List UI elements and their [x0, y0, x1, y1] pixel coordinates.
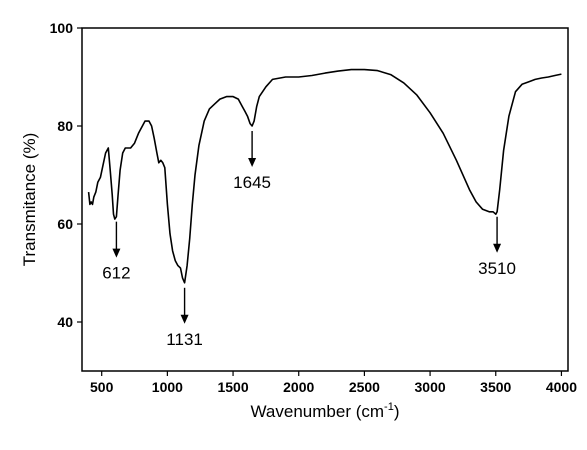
ticks-layer: 500 1000 1500 2000 2500 3000 3500 4000 40 60 80 100 — [50, 20, 578, 395]
x-tick-label: 2500 — [349, 379, 380, 395]
annotations-layer: 612 1131 1645 3510 — [102, 131, 516, 349]
y-tick-label: 60 — [57, 216, 73, 232]
annotation-arrow-head — [180, 314, 189, 324]
annotation-arrow-head — [112, 248, 121, 258]
annotation-label: 1131 — [166, 330, 203, 349]
x-tick-label: 1000 — [152, 379, 183, 395]
x-tick-label: 500 — [90, 379, 114, 395]
x-tick-label: 1500 — [217, 379, 248, 395]
annotation-arrow-head — [493, 243, 502, 253]
x-axis-title-sup: -1 — [384, 401, 394, 413]
annotation-label: 1645 — [233, 173, 271, 192]
x-axis-title: Wavenumber (cm-1) — [251, 401, 400, 421]
x-tick-label: 4000 — [546, 379, 577, 395]
x-axis-title-main: Wavenumber (cm — [251, 402, 385, 421]
y-axis-title: Transmitance (%) — [20, 133, 39, 267]
annotation-label: 612 — [102, 264, 130, 283]
x-tick-label: 3000 — [415, 379, 446, 395]
x-tick-label: 2000 — [283, 379, 314, 395]
transmittance-line — [87, 68, 562, 284]
plot-frame — [81, 27, 569, 372]
annotation-label: 3510 — [478, 259, 516, 278]
x-tick-label: 3500 — [480, 379, 511, 395]
y-tick-label: 100 — [50, 20, 74, 36]
x-axis-title-close: ) — [394, 402, 400, 421]
y-tick-label: 40 — [57, 314, 73, 330]
y-tick-label: 80 — [57, 118, 73, 134]
annotation-arrow-head — [248, 158, 257, 167]
